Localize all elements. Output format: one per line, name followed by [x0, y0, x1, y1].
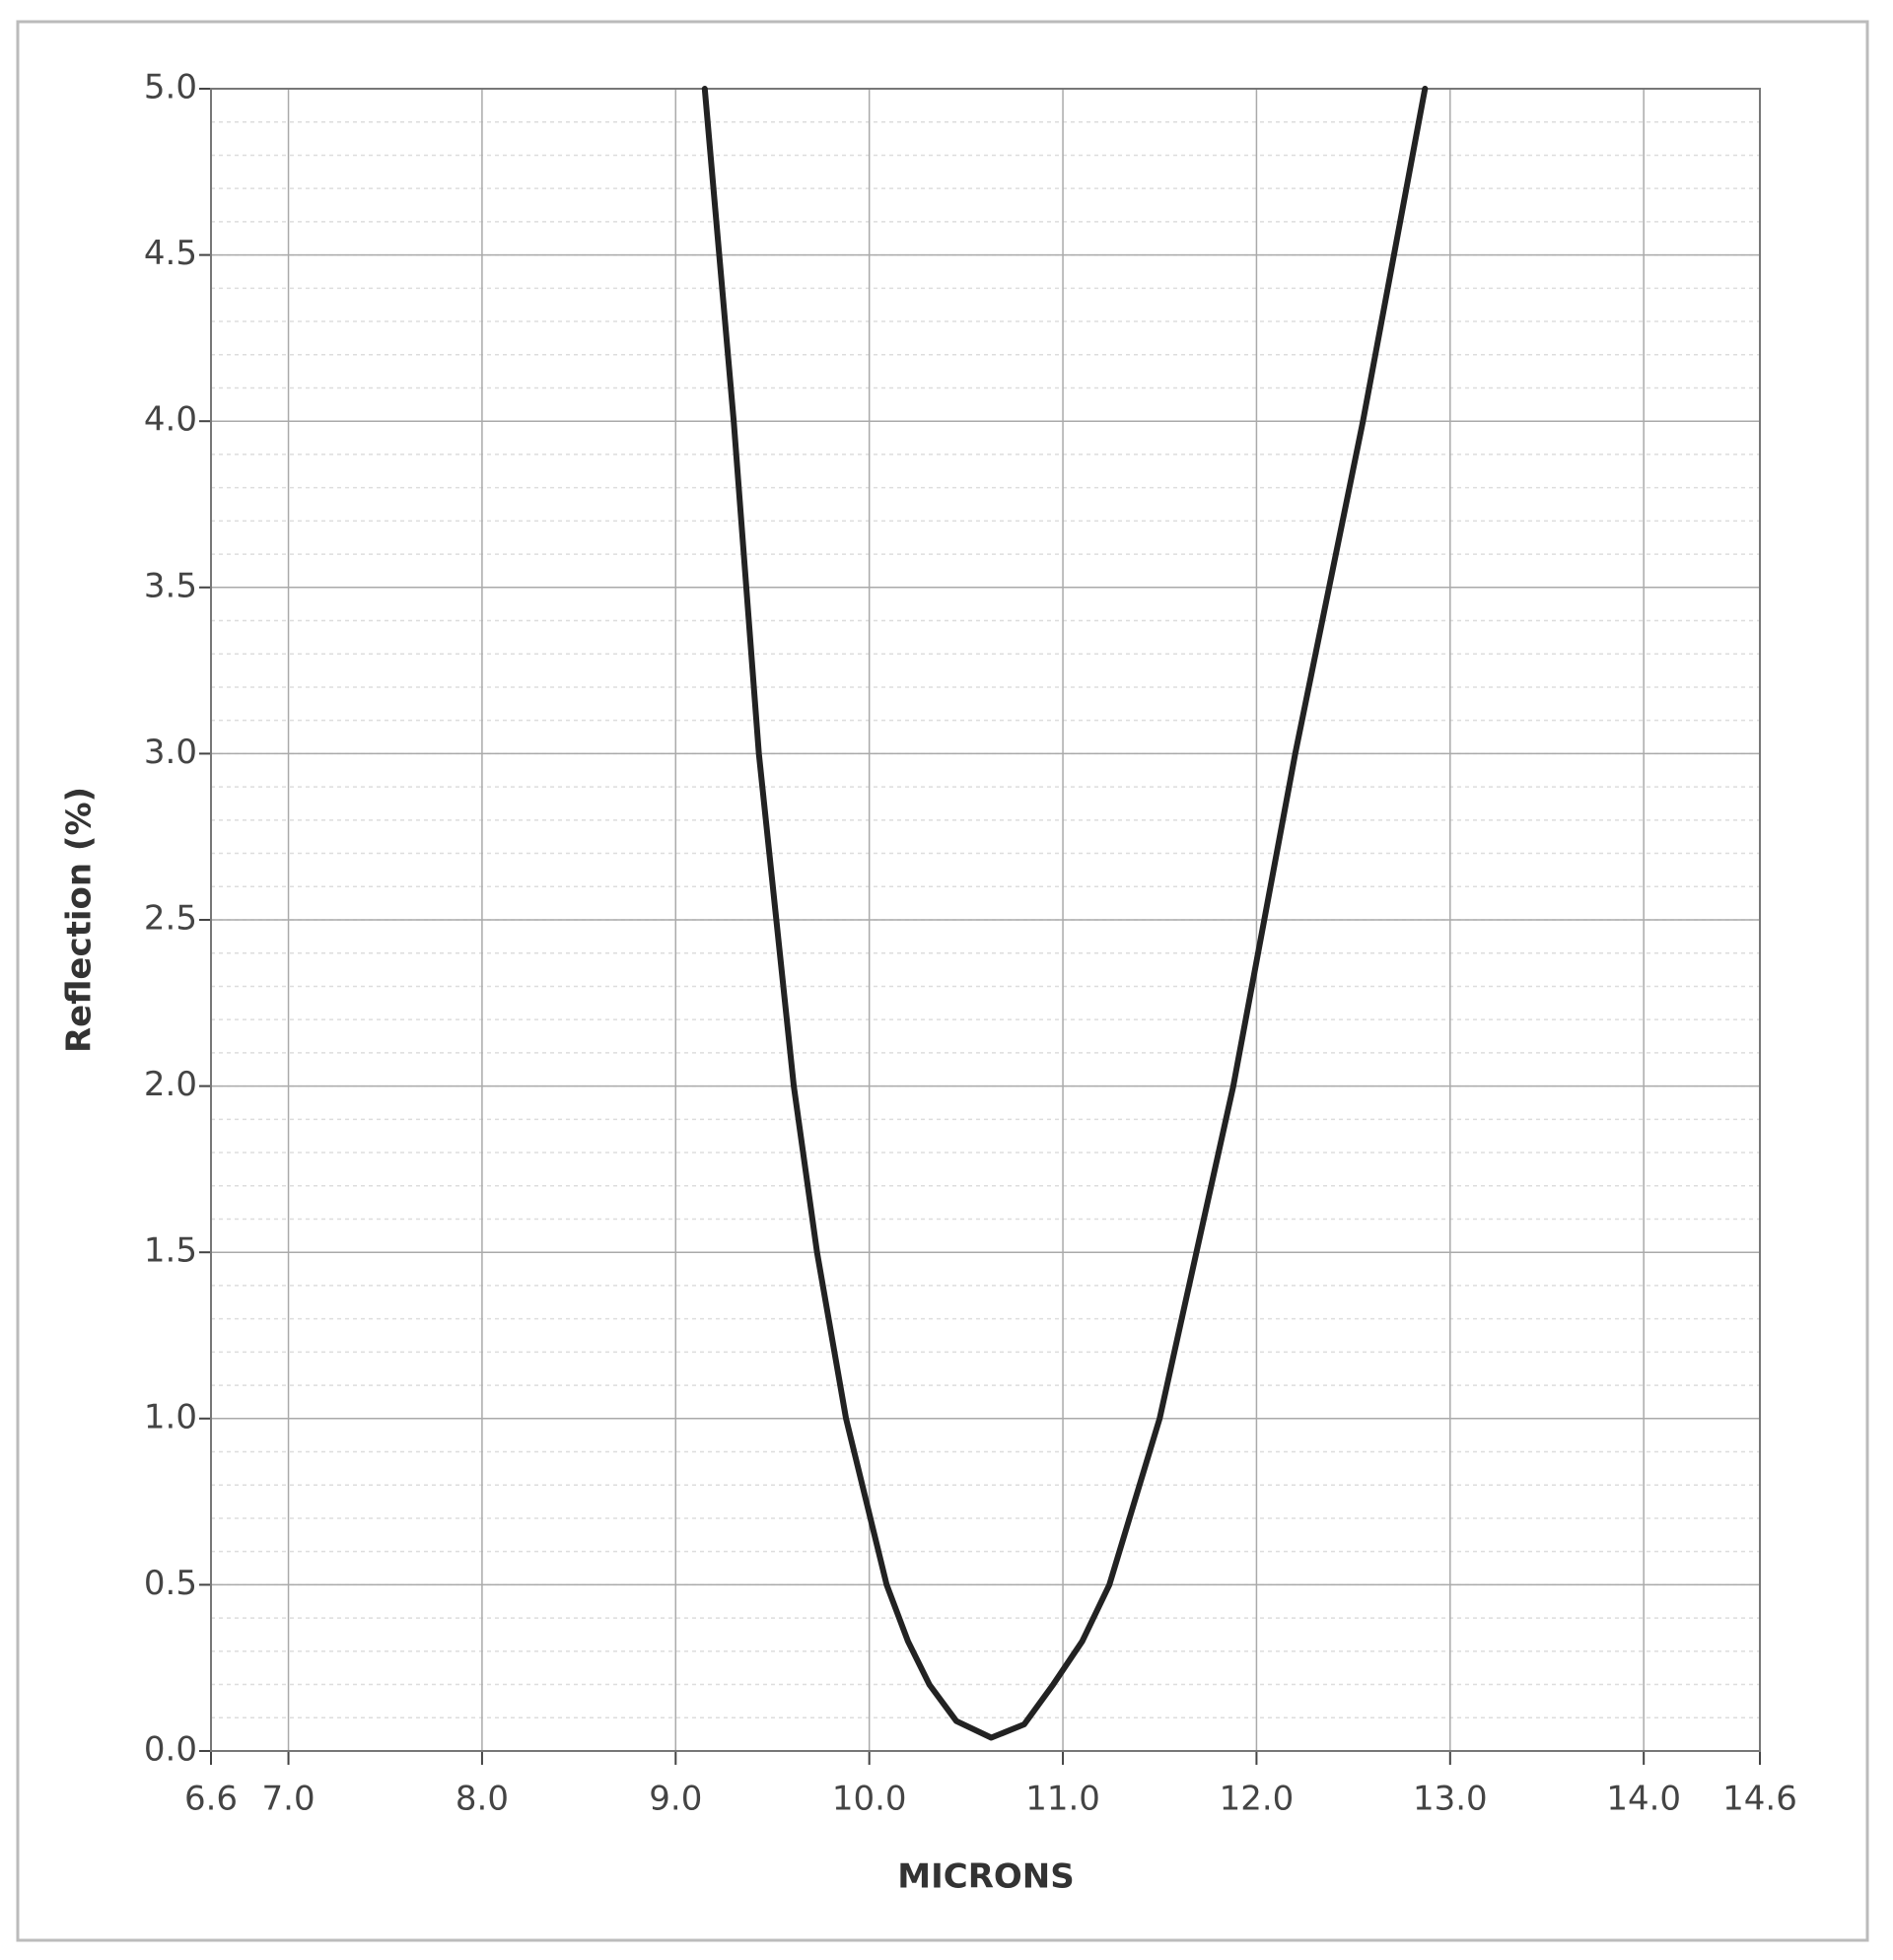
- x-tick-label: 10.0: [832, 1780, 907, 1819]
- y-tick-label: 0.0: [144, 1730, 197, 1770]
- y-tick-label: 2.0: [144, 1065, 197, 1104]
- data-line: [701, 86, 1429, 1741]
- x-tick-label: 9.0: [649, 1780, 702, 1819]
- y-tick-label: 2.5: [144, 899, 197, 939]
- x-tick-label: 13.0: [1413, 1780, 1488, 1819]
- y-tick-label: 1.5: [144, 1231, 197, 1271]
- y-tick-label: 5.0: [144, 68, 197, 107]
- y-tick-label: 3.5: [144, 566, 197, 605]
- y-tick-label: 4.5: [144, 234, 197, 273]
- y-tick-label: 0.5: [144, 1564, 197, 1603]
- x-tick-label: 12.0: [1220, 1780, 1295, 1819]
- x-tick-label: 14.6: [1722, 1780, 1797, 1819]
- x-tick-label: 6.6: [184, 1780, 238, 1819]
- y-tick-label: 3.0: [144, 733, 197, 772]
- x-axis-title: MICRONS: [897, 1857, 1074, 1897]
- x-tick-label: 11.0: [1025, 1780, 1100, 1819]
- y-tick-label: 4.0: [144, 400, 197, 440]
- plot-border: [210, 88, 1761, 1752]
- frame: [16, 20, 1869, 1942]
- x-tick-label: 7.0: [262, 1780, 316, 1819]
- x-tick-label: 14.0: [1606, 1780, 1681, 1819]
- x-tick-label: 8.0: [456, 1780, 509, 1819]
- y-axis-title: Reflection (%): [60, 787, 100, 1053]
- y-tick-label: 1.0: [144, 1397, 197, 1436]
